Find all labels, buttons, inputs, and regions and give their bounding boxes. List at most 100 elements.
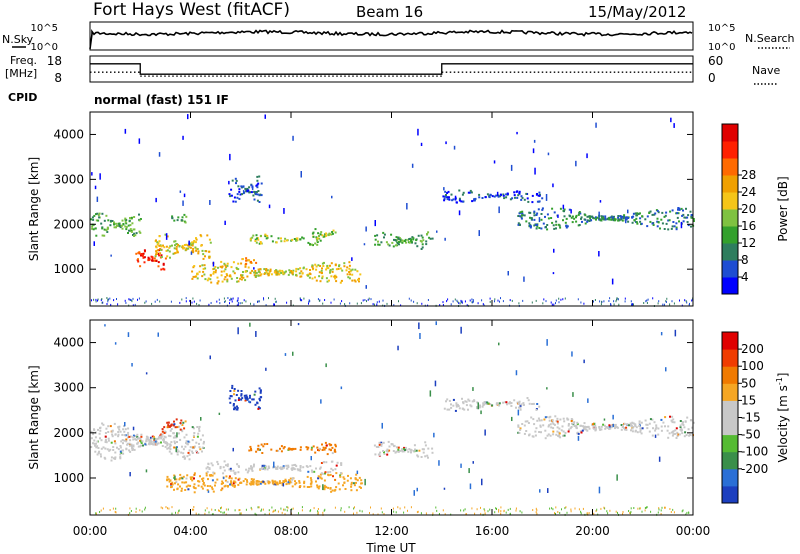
y-tick-label: 4000 bbox=[53, 127, 84, 141]
echo-region-7 bbox=[443, 397, 541, 412]
freq-tick-bottom: 8 bbox=[54, 71, 62, 85]
colorbar-segment bbox=[722, 141, 738, 159]
colorbar-segment bbox=[722, 383, 738, 401]
colorbar: 200 100 50 15 -15 -50 -100 -200 Velocity [m s-1] bbox=[721, 331, 790, 504]
echo-region-8 bbox=[228, 175, 263, 203]
echo-region-6 bbox=[373, 440, 434, 459]
nsky-tick-top: 10^5 bbox=[31, 23, 58, 34]
date-label: 15/May/2012 bbox=[588, 3, 686, 21]
mode-text: normal (fast) 151 IF bbox=[94, 93, 229, 107]
colorbar-tick-label: -50 bbox=[741, 428, 761, 442]
echo-region-8 bbox=[517, 415, 695, 440]
echo-region-5 bbox=[241, 257, 258, 266]
echo-region-10 bbox=[442, 189, 544, 204]
colorbar-segment bbox=[722, 209, 738, 227]
colorbar-segment bbox=[722, 192, 738, 210]
colorbar-segment bbox=[722, 260, 738, 278]
echo-region-3 bbox=[171, 213, 188, 224]
echo-region-1 bbox=[135, 248, 167, 271]
echo-region-7 bbox=[311, 228, 337, 242]
colorbar-tick-label: -200 bbox=[741, 462, 768, 476]
noise-sky-line bbox=[89, 29, 693, 50]
power-panel: 1000 2000 3000 4000 Slant Range [km] 4 8 12 16 20… bbox=[27, 111, 790, 307]
y-tick-label: 4000 bbox=[53, 336, 84, 350]
colorbar-tick-label: 12 bbox=[741, 236, 756, 250]
nsearch-tick-top: 10^5 bbox=[708, 23, 735, 34]
freq-tick-top: 18 bbox=[47, 54, 62, 68]
colorbar-segment bbox=[722, 451, 738, 470]
colorbar-segment bbox=[722, 175, 738, 193]
echo-region-4 bbox=[191, 260, 362, 285]
colorbar-segment bbox=[722, 366, 738, 384]
x-tick-label: 12:00 bbox=[374, 524, 409, 538]
echo-region-2 bbox=[166, 472, 363, 494]
velocity-panel: 1000 2000 3000 4000 Slant Range [km] 200 100 50… bbox=[27, 319, 790, 516]
freq-label-line2: [MHz] bbox=[5, 67, 37, 80]
nsearch-label: N.Search bbox=[745, 32, 795, 45]
nave-tick-bottom: 0 bbox=[708, 71, 716, 85]
freq-trace bbox=[90, 63, 693, 77]
y-tick-label: 2000 bbox=[53, 217, 84, 231]
colorbar-segment bbox=[722, 243, 738, 261]
y-tick-label: 1000 bbox=[53, 471, 84, 485]
echo-region-3 bbox=[205, 460, 343, 475]
colorbar-tick-label: 200 bbox=[741, 342, 764, 356]
colorbar-segment bbox=[722, 485, 738, 504]
colorbar-segment bbox=[722, 400, 738, 418]
station-title: Fort Hays West (fitACF) bbox=[93, 0, 290, 20]
echo-region-11 bbox=[517, 207, 695, 231]
sparse-echoes bbox=[104, 321, 677, 496]
y-tick-label: 1000 bbox=[53, 262, 84, 276]
colorbar-segment bbox=[722, 434, 738, 453]
freq-panel: Freq. [MHz] 18 8 60 0 Nave CPID normal (… bbox=[5, 54, 780, 107]
freq-line bbox=[90, 63, 693, 75]
nave-label: Nave bbox=[752, 64, 780, 77]
colorbar-tick-label: 24 bbox=[741, 185, 756, 199]
x-tick-label: 04:00 bbox=[173, 524, 208, 538]
colorbar-tick-label: -15 bbox=[741, 411, 761, 425]
echo-region-9 bbox=[374, 231, 434, 250]
echo-region-2 bbox=[154, 233, 212, 260]
colorbar-segment bbox=[722, 349, 738, 367]
colorbar-tick-label: -100 bbox=[741, 445, 768, 459]
x-tick-label: 16:00 bbox=[475, 524, 510, 538]
sparse-echoes bbox=[91, 114, 683, 289]
ground-scatter bbox=[91, 297, 694, 307]
nsky-label: N.Sky bbox=[2, 33, 34, 46]
echo-region-0 bbox=[90, 212, 142, 237]
colorbar-tick-label: 4 bbox=[741, 270, 749, 284]
x-tick-label: 20:00 bbox=[575, 524, 610, 538]
colorbar-segment bbox=[722, 124, 738, 142]
y-axis-label: Slant Range [km] bbox=[27, 365, 41, 469]
echo-region-0 bbox=[90, 420, 205, 462]
colorbar-tick-label: 15 bbox=[741, 393, 756, 407]
y-axis-label: Slant Range [km] bbox=[27, 157, 41, 261]
colorbar-label: Power [dB] bbox=[776, 176, 790, 241]
noise-trace bbox=[89, 29, 693, 50]
echo-region-5 bbox=[228, 384, 263, 411]
echo-region-4 bbox=[248, 441, 337, 456]
colorbar-segment bbox=[722, 158, 738, 176]
colorbar-tick-label: 16 bbox=[741, 219, 756, 233]
time-axis: 00:00 04:00 08:00 12:00 16:00 20:00 00:00 bbox=[73, 524, 711, 538]
beam-label: Beam 16 bbox=[356, 3, 423, 21]
noise-panel: N.Sky 10^5 10^0 N.Search 10^5 10^0 bbox=[2, 21, 795, 53]
colorbar-tick-label: 100 bbox=[741, 359, 764, 373]
colorbar-segment bbox=[722, 468, 738, 487]
colorbar-segment bbox=[722, 332, 738, 350]
x-tick-label: 00:00 bbox=[73, 524, 108, 538]
colorbar-tick-label: 50 bbox=[741, 376, 756, 390]
nave-tick-top: 60 bbox=[708, 54, 723, 68]
colorbar-segment bbox=[722, 277, 738, 295]
colorbar-tick-label: 8 bbox=[741, 253, 749, 267]
colorbar-label: Velocity [m s-1] bbox=[775, 373, 790, 463]
y-tick-label: 3000 bbox=[53, 381, 84, 395]
nsearch-tick-bottom: 10^0 bbox=[708, 42, 735, 53]
x-axis-label: Time UT bbox=[365, 541, 416, 554]
echo-region-1 bbox=[161, 418, 183, 433]
colorbar: 4 8 12 16 20 24 28 Power [dB] bbox=[721, 123, 790, 295]
y-tick-label: 3000 bbox=[53, 172, 84, 186]
x-tick-label: 00:00 bbox=[676, 524, 711, 538]
cpid-label: CPID bbox=[8, 91, 37, 104]
